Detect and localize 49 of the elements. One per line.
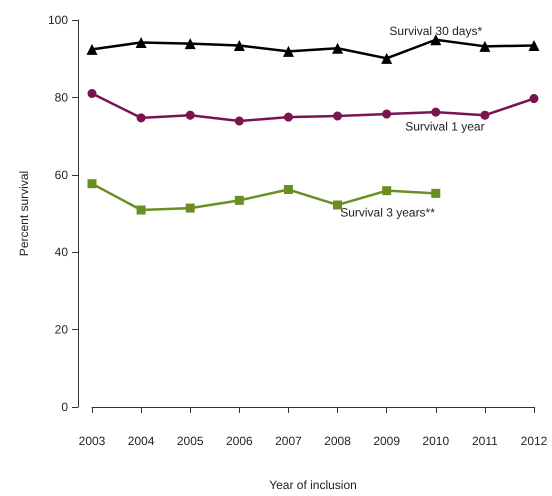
point	[382, 186, 392, 196]
x-tick-label: 2004	[128, 434, 155, 448]
point	[88, 179, 96, 188]
x-tick-label: 2007	[275, 434, 302, 448]
point	[136, 206, 146, 215]
y-tick-label: 40	[54, 245, 68, 260]
x-tick-label: 2008	[324, 434, 352, 448]
y-tick-label: 0	[61, 400, 68, 414]
point	[136, 113, 146, 122]
point	[333, 111, 342, 120]
point	[86, 44, 98, 55]
point	[186, 204, 195, 213]
x-tick-label: 2010	[422, 434, 450, 448]
point	[234, 116, 244, 126]
point	[284, 112, 293, 122]
point	[480, 110, 490, 120]
point	[430, 34, 442, 46]
x-tick-label: 2003	[78, 434, 106, 448]
series-label: Survival 3 years**	[340, 205, 436, 220]
x-tick-label: 2009	[373, 434, 400, 448]
series-label: Survival 30 days*	[389, 24, 482, 38]
point	[528, 40, 540, 52]
point	[234, 40, 245, 52]
point	[530, 94, 538, 104]
x-tick-label: 2012	[520, 434, 548, 448]
x-tick-label: 2011	[472, 434, 498, 448]
point	[431, 188, 440, 198]
point	[234, 196, 244, 205]
point	[382, 110, 392, 119]
point	[184, 38, 196, 50]
point	[88, 89, 96, 98]
point	[186, 110, 195, 120]
point	[431, 108, 440, 117]
y-tick-label: 60	[54, 168, 68, 182]
y-axis-title: Percent survival	[17, 170, 31, 256]
point	[332, 42, 344, 54]
point	[479, 40, 490, 52]
point	[381, 52, 392, 64]
point	[136, 36, 147, 48]
point	[282, 46, 294, 57]
point	[284, 185, 293, 194]
y-tick-label: 80	[54, 90, 68, 104]
x-axis-title: Year of inclusion	[269, 478, 357, 492]
x-tick-label: 2006	[226, 434, 254, 448]
x-tick-label: 2005	[176, 434, 204, 448]
y-tick-label: 100	[48, 13, 68, 27]
y-tick-label: 20	[54, 322, 68, 337]
series-label: Survival 1 year	[405, 120, 485, 134]
point	[333, 200, 342, 210]
